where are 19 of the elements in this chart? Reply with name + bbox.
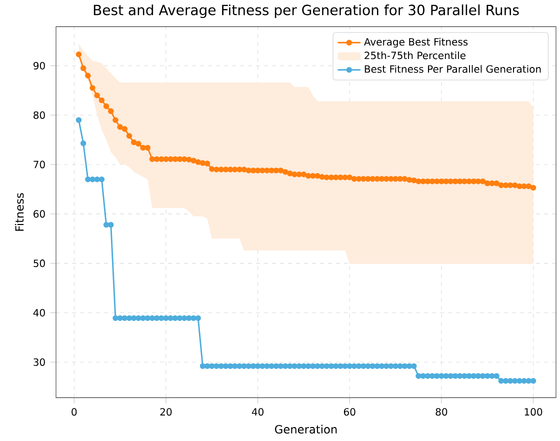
y-axis-title: Fitness [14, 193, 24, 231]
legend-label: Best Fitness Per Parallel Generation [364, 65, 541, 73]
y-tick-label: 80 [34, 112, 45, 120]
y-tick-label: 70 [34, 160, 45, 168]
y-tick-label: 30 [34, 358, 45, 366]
x-tick-label: 100 [524, 408, 542, 416]
y-tick-label: 40 [33, 309, 45, 317]
chart-title: Best and Average Fitness per Generation for 30 Parallel Runs [94, 4, 519, 18]
x-axis-title: Generation [275, 424, 337, 434]
legend-label: 25th-75th Percentile [364, 52, 466, 60]
legend-label: Average Best Fitness [364, 38, 468, 48]
y-tick-label: 50 [34, 260, 45, 268]
y-tick-label: 90 [34, 62, 45, 70]
x-tick-label: 0 [72, 408, 77, 416]
x-tick-label: 20 [160, 408, 172, 416]
x-tick-label: 80 [436, 408, 448, 416]
x-tick-label: 40 [252, 408, 264, 416]
y-tick-label: 60 [34, 210, 45, 218]
x-tick-label: 60 [344, 408, 356, 416]
